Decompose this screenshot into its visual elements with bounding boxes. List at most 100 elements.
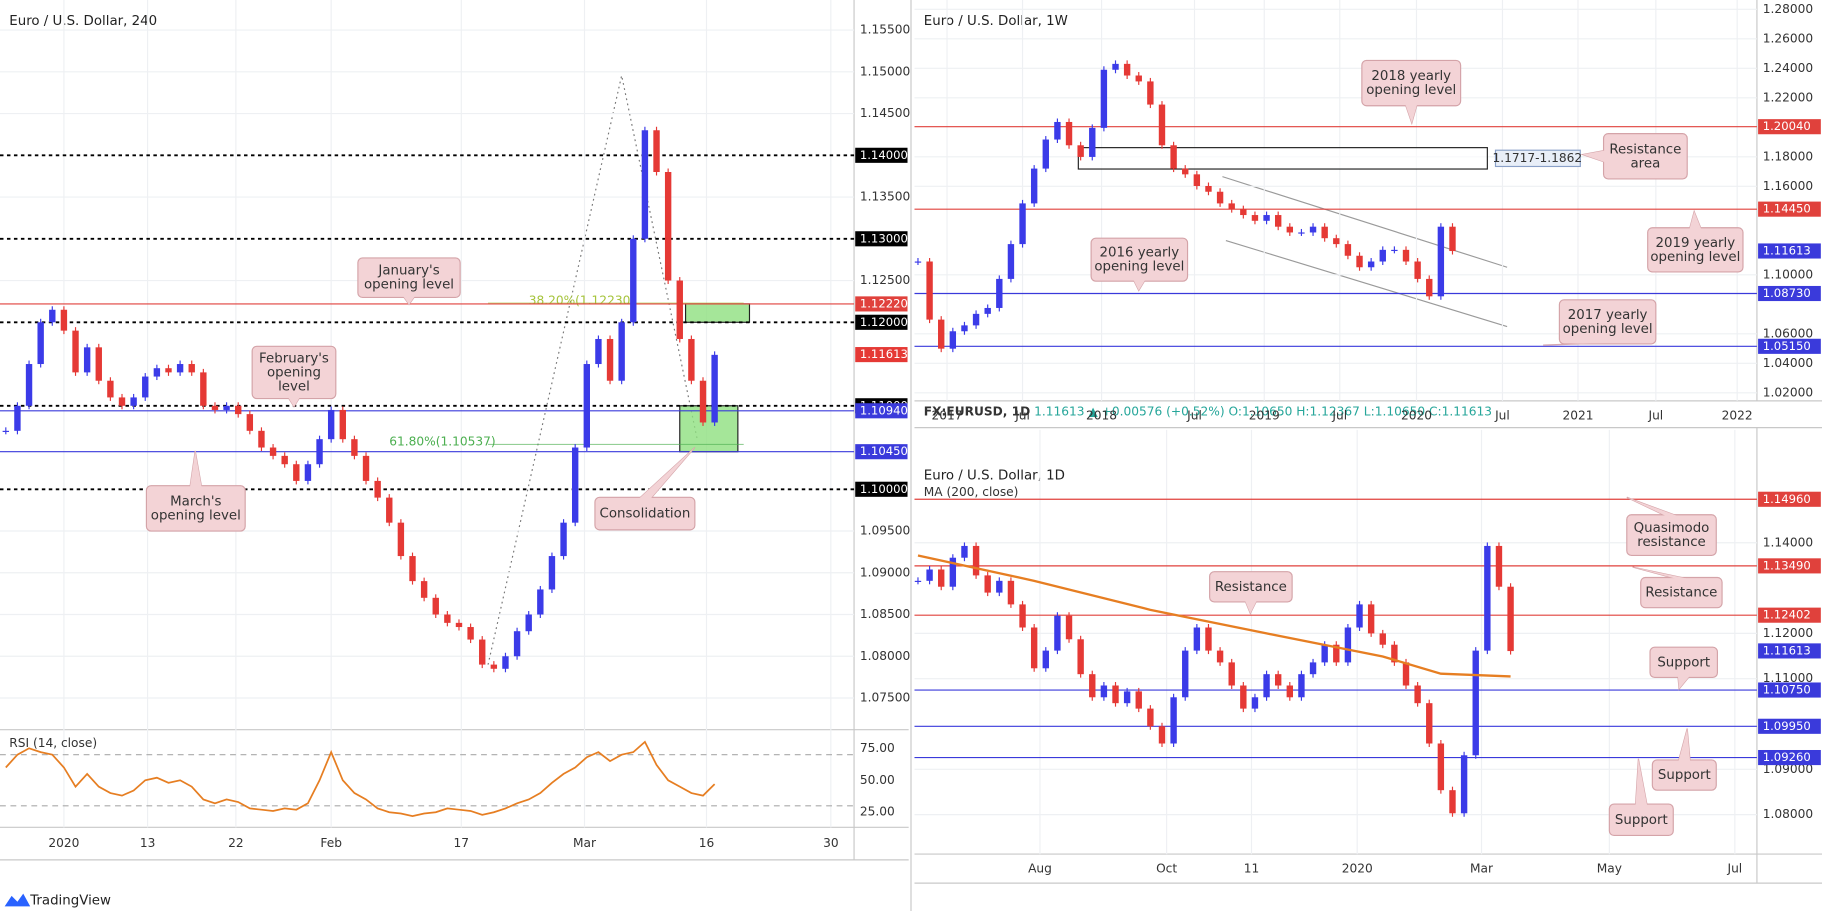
level-label-bg [855, 444, 908, 460]
level-label: 1.10000 [860, 482, 908, 496]
annotation-text: opening level [364, 278, 454, 293]
x-tick-label: Jul [1647, 408, 1663, 422]
annotation-text: opening level [1366, 83, 1456, 98]
moving-average [917, 554, 1511, 678]
candle [1367, 261, 1375, 268]
candle [269, 447, 277, 456]
candle [176, 364, 184, 373]
level-label-bg [1758, 558, 1821, 574]
level-label: 1.12220 [860, 296, 908, 310]
annotation-text: Quasimodo [1634, 521, 1710, 536]
candle [258, 430, 265, 448]
candle [1042, 650, 1049, 669]
candle [699, 380, 707, 423]
annotation-text: 2017 yearly [1568, 308, 1648, 323]
y-tick-label: 1.08000 [860, 649, 910, 663]
candle [664, 171, 672, 281]
candle [972, 545, 980, 576]
zone-box [684, 303, 751, 323]
level-label: 1.12000 [860, 315, 908, 329]
candle [490, 664, 498, 669]
candle [1100, 685, 1108, 698]
annotation-joint [288, 397, 300, 407]
candle [1367, 604, 1375, 634]
candle [1391, 249, 1398, 252]
candle [1251, 697, 1259, 709]
candle [455, 622, 463, 628]
candle [1426, 278, 1433, 297]
candle [1449, 226, 1456, 252]
candle [1309, 226, 1317, 233]
level-label-bg [1758, 749, 1821, 766]
candle [972, 313, 980, 326]
candle [595, 338, 602, 365]
fib-label: 61.80%(1.10537) [389, 435, 495, 449]
level-label: 1.10750 [1763, 683, 1811, 697]
annotation-text: opening level [1650, 250, 1740, 265]
x-tick-label: Jul [1014, 408, 1030, 422]
candle [548, 556, 556, 590]
x-tick-label: Jul [1726, 862, 1742, 876]
candle [1437, 226, 1445, 297]
candle [571, 447, 579, 523]
candle [1216, 650, 1224, 663]
price-label-bg [1758, 643, 1821, 659]
y-tick-label: 1.09000 [860, 565, 910, 579]
annotation-text: Support [1615, 813, 1668, 828]
candle [1042, 139, 1049, 169]
candle [165, 368, 172, 373]
candle [1472, 650, 1479, 756]
candle [1089, 674, 1096, 698]
annotation-text: March's [170, 494, 221, 509]
candle [362, 455, 370, 481]
annotation-text: resistance [1637, 535, 1706, 550]
y-tick-label: 1.12000 [1763, 626, 1813, 640]
y-tick-label: 1.26000 [1763, 31, 1813, 45]
x-tick-label: 2017 [932, 408, 963, 422]
x-tick-label: 2020 [48, 836, 79, 850]
candle [1263, 674, 1270, 698]
candle [95, 347, 102, 381]
candle [130, 397, 137, 406]
candle [1228, 203, 1235, 210]
y-tick-label: 1.14000 [1763, 535, 1813, 549]
candle [1147, 81, 1154, 105]
candle [1240, 209, 1247, 216]
annotation-text: Resistance [1645, 586, 1717, 601]
candle [374, 480, 381, 498]
candle [1321, 226, 1328, 239]
annotation-text: Support [1657, 655, 1710, 670]
level-label-bg [855, 296, 908, 312]
candle [926, 569, 933, 581]
candle [1484, 545, 1491, 651]
annotation-text: 2016 yearly [1099, 246, 1179, 261]
candle [996, 278, 1003, 308]
level-label: 1.09260 [1763, 750, 1811, 764]
candle [72, 330, 79, 373]
chart-title: Euro / U.S. Dollar, 1D [924, 468, 1065, 483]
rsi-tick-label: 75.00 [860, 741, 895, 755]
level-label-bg [1758, 682, 1821, 698]
candle [1216, 191, 1224, 204]
candle [1449, 790, 1456, 814]
candle [1158, 104, 1166, 146]
candle [513, 631, 521, 657]
candle [2, 430, 10, 432]
level-label-bg [1758, 285, 1821, 302]
candle [1135, 75, 1142, 82]
x-tick-label: Feb [320, 836, 342, 850]
x-tick-label: 2020 [1401, 408, 1432, 422]
candle [1298, 674, 1305, 698]
x-tick-label: 2022 [1722, 408, 1753, 422]
candle [1437, 743, 1445, 791]
candle [984, 307, 991, 314]
candle [1309, 662, 1317, 675]
info-line: FX:EURUSD, 1D 1.11613 ▲ +0.00576 (+0.52%… [924, 404, 1492, 418]
candle [1321, 644, 1328, 663]
y-tick-label: 1.11000 [1763, 671, 1813, 685]
y-tick-label: 1.09000 [1763, 762, 1813, 776]
candle [1147, 708, 1154, 727]
brand-logo [4, 893, 31, 907]
candle [211, 405, 219, 410]
